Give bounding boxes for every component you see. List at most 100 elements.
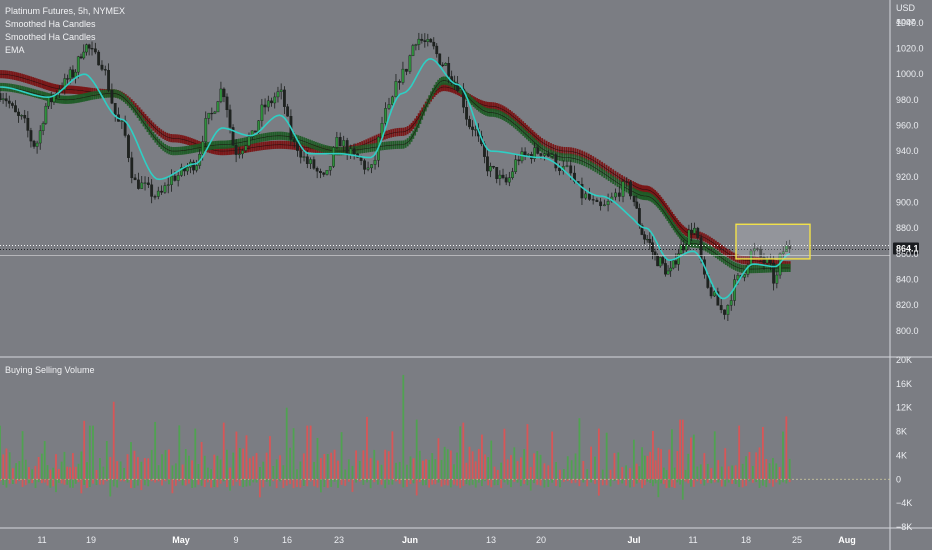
candle-body [103, 69, 107, 71]
volume-bar-negative [272, 479, 275, 482]
volume-bar-negative [496, 479, 499, 486]
volume-bar-negative [727, 479, 730, 483]
volume-bar-negative [443, 479, 446, 485]
volume-bar [366, 416, 368, 480]
volume-bar-negative [210, 479, 212, 488]
volume-bar [516, 461, 519, 480]
volume-bar [605, 432, 608, 480]
volume-bar [555, 462, 557, 480]
volume-bar-negative [344, 479, 347, 486]
volume-bar-negative [551, 479, 554, 483]
volume-bar [262, 461, 265, 480]
volume-bar-negative [539, 479, 542, 486]
candle-body [20, 115, 24, 117]
volume-bar [147, 458, 150, 480]
volume-bar-negative [57, 479, 60, 483]
ema-line-group [0, 57, 791, 300]
volume-bar-negative [15, 479, 18, 484]
volume-bar-negative [384, 479, 387, 489]
price-tick-label: 880.0 [896, 223, 919, 233]
volume-bar [178, 425, 181, 480]
candle-body [349, 148, 353, 155]
volume-bar [140, 461, 143, 480]
candle-body [160, 190, 164, 193]
volume-bars [0, 374, 890, 500]
candle-body [10, 103, 14, 106]
volume-bar [775, 463, 778, 480]
candle-body [143, 182, 147, 184]
volume-bar [590, 446, 592, 480]
volume-axis[interactable]: 20K 16K 12K 8K 4K 0 −4K −8K [896, 355, 912, 532]
volume-bar-negative [262, 479, 265, 488]
time-axis[interactable]: 11 19 May 9 16 23 Jun 13 20 Jul 11 18 25 Aug [37, 535, 855, 545]
candle-body [602, 204, 606, 207]
volume-bar [269, 436, 271, 480]
volume-bar-negative [724, 479, 727, 487]
candle-body [133, 177, 137, 181]
volume-bar-negative [130, 479, 132, 489]
volume-bar [34, 465, 37, 480]
volume-bar-negative [46, 479, 49, 486]
volume-bar-negative [387, 479, 390, 485]
volume-panel-title[interactable]: Buying Selling Volume [5, 365, 95, 375]
volume-bar-negative [422, 479, 424, 486]
indicator-label-smoothed-ha-1[interactable]: Smoothed Ha Candles [5, 19, 96, 29]
volume-bar [258, 466, 261, 480]
candle-body [595, 199, 599, 203]
volume-bar-negative [621, 479, 624, 484]
volume-bar-negative [313, 479, 315, 487]
candle-body [554, 154, 558, 169]
price-tick-label: 1000.0 [896, 69, 924, 79]
candle-body [216, 101, 220, 113]
volume-bar [418, 450, 421, 480]
volume-tick-label: 8K [896, 427, 907, 437]
candle-body [462, 88, 465, 108]
volume-bar-negative [710, 479, 713, 484]
candle-body [441, 64, 445, 66]
candle-body [332, 147, 335, 167]
candle-body [723, 309, 726, 315]
volume-bar-negative [69, 479, 71, 488]
candle-body [263, 104, 267, 108]
volume-tick-label: 0 [896, 474, 901, 484]
candle-body [645, 238, 649, 241]
candle-body [411, 45, 415, 56]
candle-body [426, 39, 430, 42]
volume-bar [536, 450, 539, 480]
candle-body [435, 45, 439, 55]
time-tick-label: 19 [86, 535, 96, 545]
volume-bar [316, 437, 319, 480]
candle-body [201, 141, 205, 155]
volume-bar-negative [49, 479, 52, 488]
volume-bar-negative [690, 479, 692, 487]
candle-body [335, 137, 339, 148]
volume-bar [543, 463, 546, 480]
volume-bar-negative [406, 479, 408, 487]
candle-body [82, 51, 86, 59]
volume-bar-negative [440, 479, 443, 487]
price-axis[interactable]: 800.0 820.0 840.0 860.0 880.0 900.0 920.0 940.0… [896, 18, 924, 336]
volume-bar-negative [60, 479, 63, 484]
candle-body [765, 259, 769, 264]
volume-bar [289, 447, 292, 480]
volume-bar [116, 461, 119, 480]
volume-bar [409, 456, 412, 480]
volume-bar-negative [369, 479, 372, 489]
candle-body [234, 145, 238, 155]
volume-bar [539, 454, 542, 480]
indicator-label-ema[interactable]: EMA [5, 45, 25, 55]
volume-bar [710, 468, 713, 480]
volume-bar [380, 464, 383, 480]
volume-tick-label: 4K [896, 450, 907, 460]
volume-bar-negative [289, 479, 292, 485]
volume-bar-negative [157, 479, 160, 482]
volume-bar-negative [252, 479, 255, 483]
indicator-label-smoothed-ha-2[interactable]: Smoothed Ha Candles [5, 32, 96, 42]
volume-bar [646, 455, 649, 480]
candle-body [44, 105, 48, 124]
candle-body [192, 161, 195, 171]
candle-body [153, 196, 157, 198]
candle-body [729, 300, 733, 306]
volume-bar [299, 461, 302, 480]
